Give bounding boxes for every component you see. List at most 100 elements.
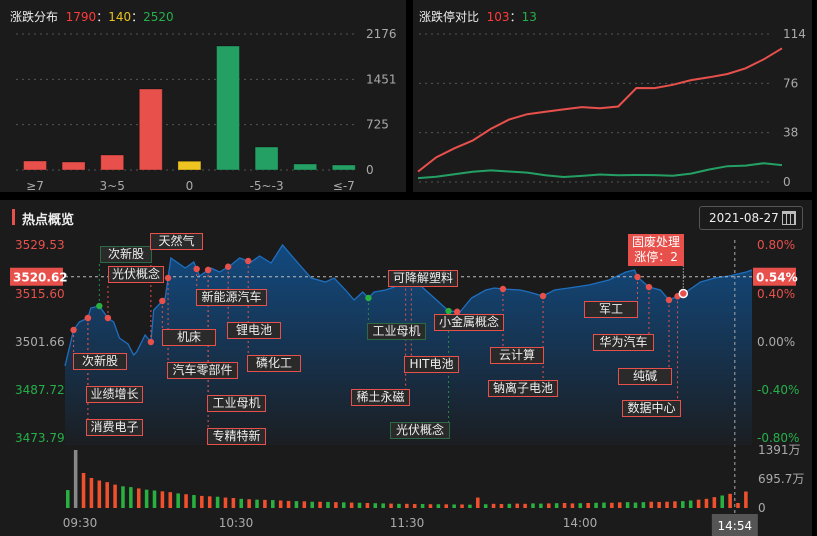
price-tick: 3515.60 <box>15 287 65 301</box>
annotation-label[interactable]: 数据中心 <box>622 400 681 417</box>
annotation-label[interactable]: 次新股 <box>73 353 127 370</box>
annotation-label[interactable]: 工业母机 <box>367 323 426 340</box>
volume-bar <box>665 501 669 508</box>
volume-bar <box>381 503 385 508</box>
volume-bar <box>704 498 709 508</box>
annotation-label[interactable]: 消费电子 <box>86 419 143 436</box>
annotation-dot <box>445 307 452 315</box>
annotation-label[interactable]: 华为汽车 <box>593 334 654 351</box>
volume-bar <box>657 501 661 508</box>
annotation-dot <box>193 265 200 273</box>
volume-bar <box>255 499 259 508</box>
volume-bar <box>554 503 559 508</box>
volume-bar <box>271 500 275 508</box>
volume-bar <box>499 504 504 508</box>
volume-bar <box>515 503 519 508</box>
distribution-panel: 涨跌分布 1790：140：2520 2176 1451 725 0 ≥7 3~5 0 -5~… <box>0 0 406 192</box>
annotation-label[interactable]: HIT电池 <box>404 356 459 373</box>
time-tick: 09:30 <box>63 516 98 530</box>
volume-bar <box>373 503 378 508</box>
annotation-dot <box>104 314 112 322</box>
volume-bar <box>239 498 244 508</box>
volume-bar <box>736 502 740 508</box>
annotation-label[interactable]: 锂电池 <box>227 322 281 339</box>
annotation-label[interactable]: 磷化工 <box>247 355 301 372</box>
y-tick-label: 0 <box>366 163 374 177</box>
limit-up-count: 103 <box>486 10 510 24</box>
annotation-label[interactable]: 稀土永磁 <box>351 389 410 406</box>
distribution-chart: 2176 1451 725 0 ≥7 3~5 0 -5~-3 ≤-7 <box>16 27 397 192</box>
volume-bar <box>310 501 314 508</box>
annotation-label[interactable]: 纯碱 <box>618 368 672 385</box>
annotation-dot <box>365 294 372 302</box>
annotation-label[interactable]: 钠离子电池 <box>488 380 558 397</box>
annotation-dot <box>96 302 103 310</box>
volume-bar <box>341 502 346 508</box>
annotation-label[interactable]: 汽车零部件 <box>167 362 238 379</box>
volume-bar <box>278 500 283 508</box>
volume-bar <box>688 500 693 508</box>
pct-tick: 0.80% <box>757 238 795 252</box>
annotation-label[interactable]: 机床 <box>162 329 216 346</box>
annotation-label[interactable]: 次新股 <box>100 246 152 263</box>
volume-bar <box>81 472 86 508</box>
date-picker[interactable]: 2021-08-27 <box>699 206 803 230</box>
bar <box>254 146 279 171</box>
pct-tick: -0.80% <box>757 431 799 445</box>
annotation-label[interactable]: 可降解塑料 <box>388 270 458 287</box>
volume-bar <box>302 501 307 508</box>
index-line <box>64 243 753 367</box>
hot-title: 热点概览 <box>22 213 75 228</box>
annotation-label[interactable]: 小金属概念 <box>434 314 504 331</box>
volume-bar <box>531 503 535 508</box>
y-tick-label: 114 <box>783 27 806 41</box>
annotation-dot <box>70 326 77 334</box>
price-tick: 3501.66 <box>15 335 65 349</box>
highlight-label[interactable]: 固废处理 涨停：2 <box>628 234 685 266</box>
annotation-label[interactable]: 军工 <box>584 301 638 318</box>
annotation-label[interactable]: 光伏概念 <box>390 422 450 439</box>
y-tick-label: 76 <box>783 76 798 90</box>
bar <box>216 45 240 171</box>
annotation-label[interactable]: 天然气 <box>150 233 203 250</box>
annotation-dot <box>147 338 155 346</box>
volume-tick: 695.7万 <box>758 472 804 486</box>
y-tick-label: 1451 <box>366 72 397 86</box>
volume-bar <box>507 503 512 508</box>
volume-bar <box>97 480 102 508</box>
limit-panel: 涨跌停对比 103：13 114 76 38 0 <box>413 0 812 192</box>
limit-title: 涨跌停对比 103：13 <box>419 10 537 24</box>
time-tick: 14:00 <box>563 516 598 530</box>
annotation-label[interactable]: 专精特新 <box>207 428 266 445</box>
volume-bar <box>105 482 109 508</box>
volume-bar <box>483 504 488 508</box>
calendar-icon[interactable] <box>782 211 796 225</box>
volume-bar <box>263 499 267 508</box>
volume-bar <box>176 493 180 508</box>
volume-bar <box>397 503 401 508</box>
volume-bar <box>215 496 220 508</box>
volume-bar <box>436 504 441 508</box>
annotation-dot <box>164 274 172 282</box>
pct-tick: 0.40% <box>757 287 795 301</box>
annotation-dot <box>204 266 212 274</box>
bar <box>61 161 86 171</box>
volume-bar <box>696 499 701 508</box>
annotation-label[interactable]: 工业母机 <box>207 395 266 412</box>
annotation-label[interactable]: 云计算 <box>490 347 544 364</box>
time-tick: 11:30 <box>390 516 425 530</box>
y-tick-label: 2176 <box>366 27 397 41</box>
volume-bar <box>200 495 204 508</box>
price-tick: 3487.72 <box>15 383 65 397</box>
volume-bar <box>334 502 338 508</box>
volume-bar <box>121 486 125 508</box>
volume-bar <box>460 504 464 508</box>
pct-tick: 0.00% <box>757 335 795 349</box>
annotation-label[interactable]: 业绩增长 <box>86 386 143 403</box>
volume-bar <box>326 501 330 508</box>
volume-bar <box>673 501 677 508</box>
annotation-label[interactable]: 新能源汽车 <box>196 289 267 306</box>
volume-bar <box>247 499 251 508</box>
annotation-label[interactable]: 光伏概念 <box>108 266 165 283</box>
volume-bar <box>357 502 362 508</box>
